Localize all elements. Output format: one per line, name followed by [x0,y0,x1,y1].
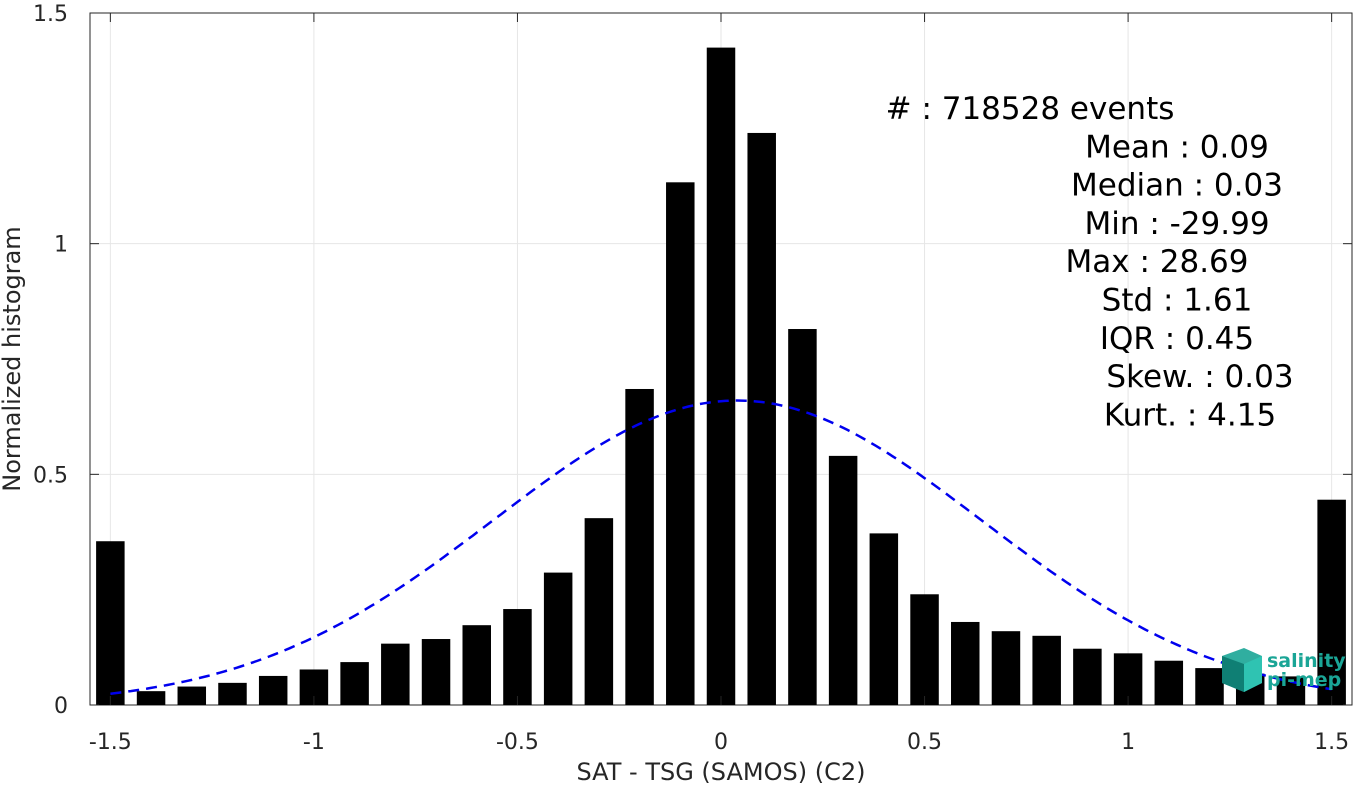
stat-line: # : 718528 events [886,91,1175,127]
normal-fit-curve [110,399,1332,695]
histogram-bar [1317,499,1346,705]
histogram-bar [666,182,695,705]
histogram-bar [910,594,939,705]
histogram-bar [828,455,858,705]
histogram-bar [991,631,1021,705]
y-tick-label: 0.5 [33,463,68,488]
stat-line: Kurt. : 4.15 [1104,397,1276,433]
bars [96,47,1346,706]
y-axis-label: Normalized histogram [0,226,26,491]
y-tick-label: 1 [54,233,68,258]
histogram-bar [96,541,125,705]
histogram-bar [788,329,817,705]
stat-line: Mean : 0.09 [1085,129,1269,165]
histogram-bar [258,675,288,705]
histogram-bar [462,625,491,705]
logo-mark-icon [1222,648,1262,692]
stat-line: Skew. : 0.03 [1106,359,1293,395]
histogram-bar [340,662,369,705]
stat-line: Max : 28.69 [1066,244,1249,280]
histogram-bar [747,132,776,706]
histogram-bar [625,388,654,705]
x-tick-label: -0.5 [496,730,539,755]
histogram-bar [381,643,410,705]
x-tick-label: -1.5 [89,730,132,755]
histogram-bar [218,682,247,705]
histogram-bar [706,47,736,706]
stat-line: IQR : 0.45 [1100,321,1254,357]
y-tick-label: 1.5 [33,2,68,27]
histogram-bar [503,609,532,705]
histogram-bar [1073,648,1102,705]
x-tick-label: -1 [303,730,325,755]
histogram-bar [421,639,451,705]
axes: -1.5 -1 -0.5 0 0.5 1 1.5 0 0.5 1 1.5 [33,2,1352,755]
stat-line: Std : 1.61 [1102,283,1253,319]
x-tick-label: 0.5 [907,730,942,755]
histogram-bar [1154,660,1184,705]
histogram-bar [1195,668,1224,705]
x-tick-label: 1 [1121,730,1135,755]
histogram-bar [177,686,207,705]
x-tick-label: 0 [714,730,728,755]
logo-line-1: salinity [1267,650,1346,672]
histogram-bar [1032,635,1061,705]
salinity-pimep-logo: salinity pi-mep [1222,648,1346,692]
histogram-bar [951,621,980,705]
histogram-bar [584,518,614,705]
histogram-bar [869,533,899,705]
stat-line: Median : 0.03 [1071,168,1283,204]
x-tick-label: 1.5 [1314,730,1349,755]
histogram-bar [543,572,573,705]
logo-line-2: pi-mep [1267,669,1341,691]
histogram-bar [136,691,166,705]
y-tick-label: 0 [54,694,68,719]
stat-line: Min : -29.99 [1084,206,1269,242]
x-axis-label: SAT - TSG (SAMOS) (C2) [577,758,866,785]
